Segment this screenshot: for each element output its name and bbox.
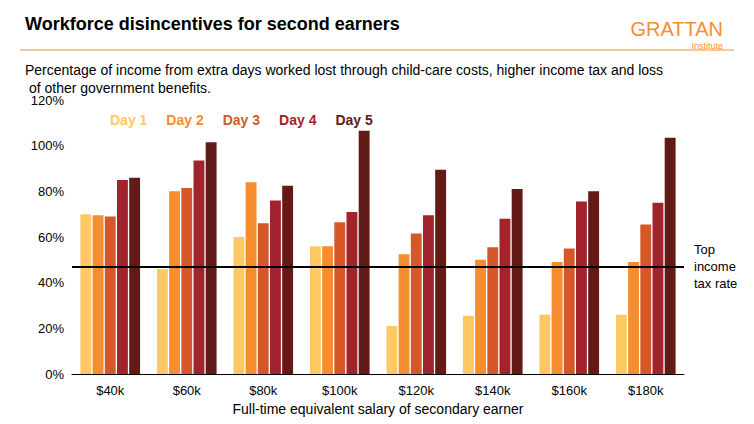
svg-text:40%: 40% <box>38 275 64 290</box>
svg-text:of other government benefits.: of other government benefits. <box>25 80 211 96</box>
svg-text:20%: 20% <box>38 321 64 336</box>
svg-text:$180k: $180k <box>628 383 664 398</box>
svg-text:$160k: $160k <box>552 383 588 398</box>
svg-text:GRATTAN: GRATTAN <box>630 18 723 40</box>
svg-text:$100k: $100k <box>322 383 358 398</box>
svg-text:Day 2: Day 2 <box>166 112 204 128</box>
svg-text:tax rate: tax rate <box>694 276 737 291</box>
svg-text:Institute: Institute <box>691 41 723 51</box>
svg-text:$40k: $40k <box>96 383 125 398</box>
svg-text:Full-time equivalent salary of: Full-time equivalent salary of secondary… <box>232 401 523 417</box>
svg-text:Workforce disincentives for se: Workforce disincentives for second earne… <box>25 14 400 34</box>
svg-text:$60k: $60k <box>173 383 202 398</box>
svg-text:Percentage of income from extr: Percentage of income from extra days wor… <box>25 62 663 78</box>
svg-text:60%: 60% <box>38 230 64 245</box>
svg-text:Top: Top <box>694 242 715 257</box>
svg-text:Day 1: Day 1 <box>110 112 148 128</box>
svg-text:Day 3: Day 3 <box>223 112 261 128</box>
svg-text:$120k: $120k <box>399 383 435 398</box>
svg-text:80%: 80% <box>38 184 64 199</box>
svg-text:Day 5: Day 5 <box>335 112 373 128</box>
svg-text:$140k: $140k <box>475 383 511 398</box>
svg-text:0%: 0% <box>45 367 64 382</box>
svg-text:100%: 100% <box>31 138 65 153</box>
svg-text:$80k: $80k <box>249 383 278 398</box>
svg-text:income: income <box>694 259 736 274</box>
svg-text:120%: 120% <box>30 92 64 108</box>
svg-text:Day 4: Day 4 <box>279 112 317 128</box>
